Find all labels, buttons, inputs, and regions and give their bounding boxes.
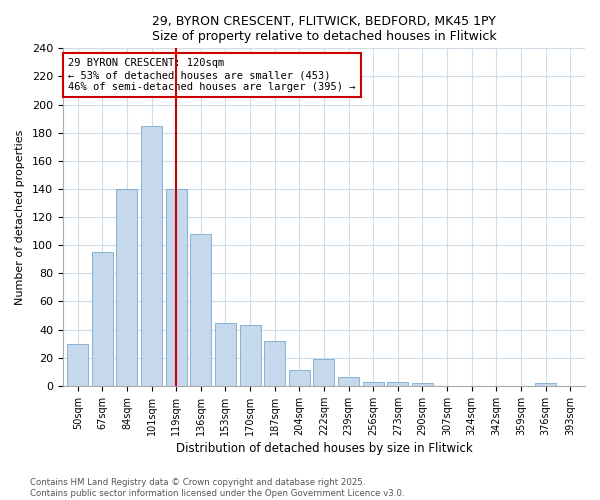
Bar <box>264 341 285 386</box>
Bar <box>215 322 236 386</box>
Bar <box>141 126 162 386</box>
Text: 29 BYRON CRESCENT: 120sqm
← 53% of detached houses are smaller (453)
46% of semi: 29 BYRON CRESCENT: 120sqm ← 53% of detac… <box>68 58 356 92</box>
Y-axis label: Number of detached properties: Number of detached properties <box>15 130 25 305</box>
Bar <box>92 252 113 386</box>
Bar <box>239 326 260 386</box>
Bar <box>412 383 433 386</box>
Text: Contains HM Land Registry data © Crown copyright and database right 2025.
Contai: Contains HM Land Registry data © Crown c… <box>30 478 404 498</box>
Title: 29, BYRON CRESCENT, FLITWICK, BEDFORD, MK45 1PY
Size of property relative to det: 29, BYRON CRESCENT, FLITWICK, BEDFORD, M… <box>152 15 496 43</box>
Bar <box>363 382 383 386</box>
Bar <box>190 234 211 386</box>
Bar <box>166 189 187 386</box>
Bar <box>289 370 310 386</box>
X-axis label: Distribution of detached houses by size in Flitwick: Distribution of detached houses by size … <box>176 442 472 455</box>
Bar <box>67 344 88 386</box>
Bar <box>535 383 556 386</box>
Bar <box>313 359 334 386</box>
Bar <box>116 189 137 386</box>
Bar <box>388 382 409 386</box>
Bar <box>338 378 359 386</box>
